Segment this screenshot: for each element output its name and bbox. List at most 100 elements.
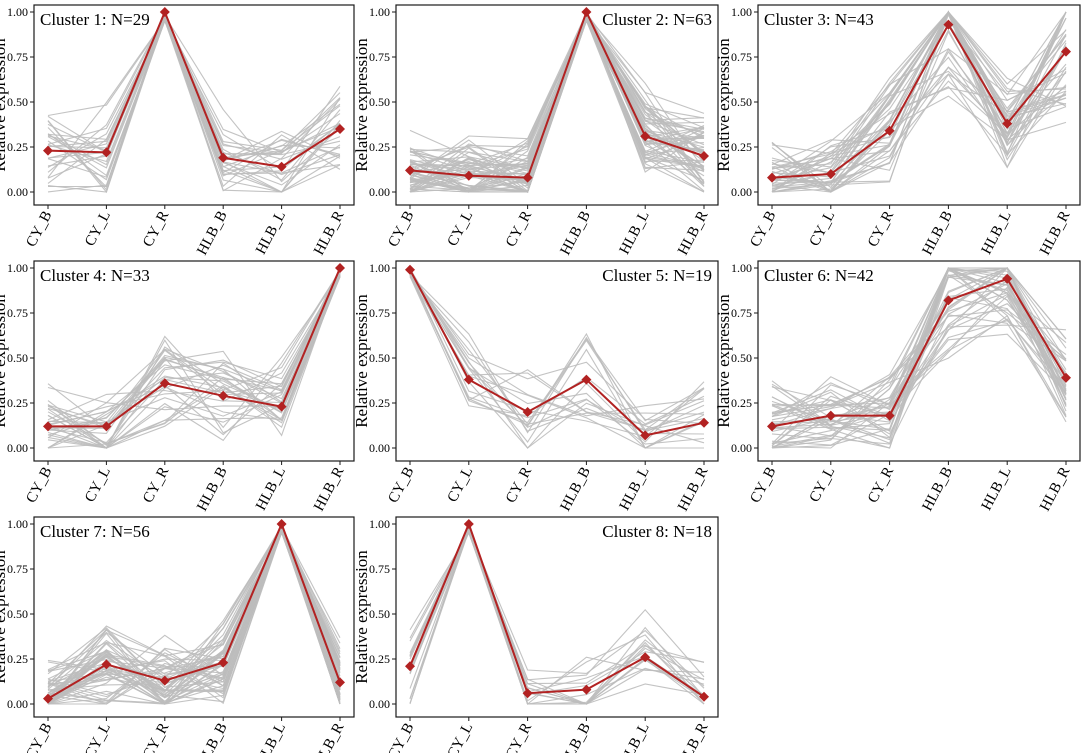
gene-profile-line: [47, 275, 341, 449]
cluster-panel-8: 0.00 0.25 0.50 0.75 1.00 Relative expression C…: [352, 516, 719, 753]
y-tick-label: 0.25: [369, 140, 390, 154]
gene-profile-line: [47, 531, 341, 700]
x-tick-label: HLB_B: [194, 720, 230, 753]
centroid-point: [581, 684, 592, 695]
x-tick-label: CY_L: [807, 464, 839, 505]
centroid-point: [218, 390, 229, 401]
y-axis-label: Relative expression: [0, 38, 9, 172]
gene-profile-line: [771, 293, 1067, 445]
x-tick-label: CY_L: [807, 208, 839, 249]
y-axis-label: Relative expression: [0, 550, 9, 684]
centroid-point: [405, 264, 415, 275]
x-tick-label: CY_R: [865, 208, 897, 249]
cluster-title: Cluster 5: N=19: [602, 266, 712, 285]
x-tick-label: HLB_B: [919, 208, 955, 257]
x-tick-label: CY_B: [23, 464, 55, 505]
centroid-point: [825, 169, 836, 179]
centroid-line: [47, 9, 341, 168]
y-tick-label: 0.50: [369, 351, 390, 365]
cluster-panel-2: 0.00 0.25 0.50 0.75 1.00 Relative expression C…: [352, 4, 719, 258]
y-tick-label: 0.75: [369, 50, 390, 64]
centroid-point: [884, 410, 895, 421]
cluster-panel-5: 0.00 0.25 0.50 0.75 1.00 Relative expression C…: [352, 260, 719, 514]
centroid-point: [640, 131, 651, 142]
centroid-point: [276, 519, 287, 529]
gene-profile-line: [771, 72, 1067, 189]
gene-profiles: [771, 267, 1067, 449]
x-tick-label: CY_R: [503, 720, 535, 753]
x-tick-label: HLB_L: [979, 208, 1015, 257]
y-tick-label: 0.25: [7, 396, 28, 410]
gene-profile-line: [409, 276, 705, 425]
gene-profile-line: [771, 11, 1067, 193]
gene-profile-line: [47, 270, 341, 437]
panel-frame: [395, 260, 719, 462]
cluster-panel-1: 0.00 0.25 0.50 0.75 1.00 Relative expression C…: [0, 4, 355, 258]
y-axis-label: Relative expression: [714, 38, 733, 172]
x-tick-label: HLB_B: [194, 464, 230, 513]
y-tick-label: 0.75: [731, 50, 752, 64]
gene-profile-line: [47, 14, 341, 192]
centroid-point: [101, 147, 112, 158]
centroid-line: [409, 9, 705, 179]
gene-profile-line: [47, 272, 341, 434]
y-tick-label: 1.00: [7, 261, 28, 275]
centroid-point: [405, 661, 415, 672]
gene-profiles: [409, 522, 705, 705]
centroid-point: [581, 374, 592, 385]
centroid-point: [335, 677, 345, 688]
centroid-point: [1002, 273, 1013, 284]
gene-profile-line: [47, 19, 341, 193]
gene-profile-line: [771, 10, 1067, 193]
gene-profile-line: [771, 11, 1067, 184]
centroid-point: [159, 7, 170, 17]
y-tick-label: 0.75: [7, 306, 28, 320]
centroid-point: [43, 145, 53, 156]
gene-profile-line: [409, 269, 705, 449]
x-tick-label: CY_R: [503, 208, 535, 249]
y-tick-label: 1.00: [731, 261, 752, 275]
y-tick-label: 0.00: [7, 185, 28, 199]
cluster-title: Cluster 7: N=56: [40, 522, 150, 541]
centroid-point: [463, 519, 474, 529]
gene-profile-line: [771, 267, 1067, 439]
centroid-point: [43, 421, 53, 432]
gene-profile-line: [409, 271, 705, 424]
y-tick-label: 1.00: [7, 5, 28, 19]
y-tick-label: 0.00: [731, 185, 752, 199]
centroid-point: [101, 659, 112, 670]
gene-profile-line: [47, 275, 341, 429]
x-tick-label: CY_R: [503, 464, 535, 505]
centroid-point: [522, 688, 533, 699]
gene-profile-line: [47, 270, 341, 429]
y-axis-label: Relative expression: [352, 294, 371, 428]
cluster-title: Cluster 3: N=43: [764, 10, 874, 29]
y-tick-label: 0.00: [731, 441, 752, 455]
panel-frame: [395, 4, 719, 206]
gene-profile-line: [47, 14, 341, 183]
x-tick-label: CY_B: [23, 720, 55, 753]
y-tick-label: 0.25: [7, 652, 28, 666]
gene-profiles: [409, 10, 705, 193]
y-tick-label: 0.00: [369, 441, 390, 455]
centroid-point: [463, 374, 474, 385]
y-tick-label: 0.75: [7, 562, 28, 576]
cluster-panel-4: 0.00 0.25 0.50 0.75 1.00 Relative expression C…: [0, 260, 355, 514]
centroid-point: [943, 295, 954, 306]
y-tick-label: 0.50: [7, 95, 28, 109]
centroid-point: [943, 19, 954, 30]
x-tick-label: HLB_R: [311, 208, 347, 257]
y-tick-label: 1.00: [369, 517, 390, 531]
gene-profile-line: [47, 524, 341, 705]
y-tick-label: 0.50: [369, 607, 390, 621]
x-tick-label: HLB_L: [617, 720, 653, 753]
x-tick-label: HLB_B: [194, 208, 230, 257]
x-tick-label: CY_L: [82, 208, 114, 249]
centroid-point: [218, 152, 229, 163]
cluster-panel-3: 0.00 0.25 0.50 0.75 1.00 Relative expression C…: [714, 4, 1081, 258]
x-tick-label: HLB_R: [311, 720, 347, 753]
centroid-point: [405, 165, 415, 176]
x-tick-label: CY_R: [140, 208, 172, 249]
centroid-point: [335, 263, 345, 273]
